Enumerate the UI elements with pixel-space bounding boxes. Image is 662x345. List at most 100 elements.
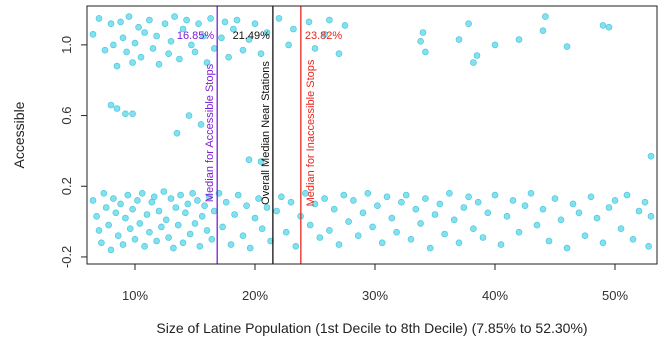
data-point [388,214,396,222]
data-point [470,225,477,232]
data-point [184,200,192,208]
reference-line-label: Overall Median Near Stations [260,61,272,205]
data-point [207,15,214,22]
data-point [198,213,206,220]
data-point [143,211,151,218]
data-point [278,193,285,201]
data-point [123,48,130,56]
data-point [100,190,108,197]
x-tick-label: 40% [482,288,508,303]
data-point [422,195,429,202]
data-point [95,227,103,234]
data-point [305,18,313,26]
reference-line-label: Median for Accessible Stops [204,63,216,202]
x-tick-label: 10% [122,288,148,303]
data-point [497,241,505,248]
data-point [484,209,492,217]
data-point [599,239,607,247]
data-point [575,209,583,217]
data-point [194,197,201,204]
data-point [146,228,153,236]
data-point [182,209,189,217]
data-point [605,204,613,211]
data-point [131,39,139,47]
data-point [176,55,183,63]
data-point [364,190,372,197]
data-point [350,197,357,204]
data-point [153,237,160,245]
data-point [243,202,250,209]
data-point [412,205,420,213]
data-point [474,198,482,206]
data-point [210,45,218,52]
data-point [647,152,655,160]
data-point [398,198,405,206]
data-point [117,200,124,208]
data-point [426,244,434,252]
data-point [239,232,247,239]
data-point [491,191,499,199]
x-tick-label: 30% [362,288,388,303]
data-point [321,30,328,38]
data-point [170,244,177,252]
data-point [581,232,589,239]
data-point [150,193,158,201]
reference-line-label: Median for Inaccessible Stops [305,59,317,206]
x-tick-label: 50% [602,288,628,303]
data-point [455,239,463,247]
data-point [126,225,134,232]
data-point [321,195,328,202]
data-point [275,15,283,22]
data-point [431,211,439,218]
y-tick-label: -0.2 [59,246,74,268]
data-point [422,48,429,56]
data-point [255,195,262,202]
data-point [465,20,472,28]
data-point [417,220,424,227]
data-point [287,198,295,206]
data-point [171,13,178,20]
data-point [521,202,529,209]
data-point [138,190,146,197]
data-point [369,223,376,231]
data-point [257,50,265,58]
data-point [105,221,112,229]
data-point [354,232,362,239]
data-point [172,204,180,211]
reference-value-label: 23.82% [305,30,343,42]
data-point [141,243,148,250]
data-point [460,204,468,211]
data-point [165,234,172,241]
data-point [210,207,218,215]
data-point [465,193,472,201]
data-point [98,239,105,247]
data-point [101,46,109,54]
data-point [311,200,319,208]
data-point [221,18,229,26]
data-point [245,36,253,43]
data-point [179,239,187,247]
data-point [174,221,182,229]
data-point [402,191,410,199]
data-point [161,20,169,28]
data-point [195,20,202,28]
data-point [141,29,148,36]
data-point [230,25,237,33]
data-point [107,101,115,109]
data-point [129,59,136,66]
data-point [306,221,314,229]
data-point [89,197,97,204]
data-point [340,191,348,199]
data-point [113,105,121,112]
data-point [218,34,225,42]
data-point [225,53,232,61]
x-tick-label: 20% [242,288,268,303]
data-point [587,193,595,201]
data-point [153,32,160,40]
data-point [479,234,487,241]
y-axis-title: Accessible [11,101,27,168]
data-point [593,214,601,222]
y-tick-label: 0.2 [59,177,74,195]
data-point [179,25,187,33]
